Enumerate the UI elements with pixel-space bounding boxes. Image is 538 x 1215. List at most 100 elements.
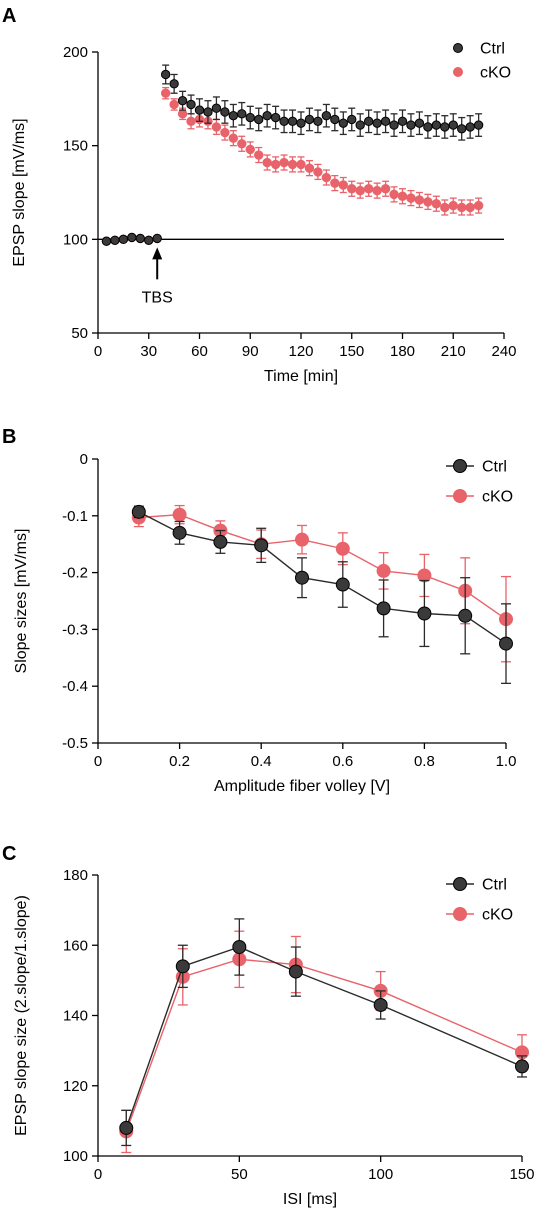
x-tick-label: 180 <box>390 343 415 360</box>
legend-marker <box>453 907 467 921</box>
x-tick-label: 0 <box>94 753 102 770</box>
data-point <box>160 69 171 80</box>
series-line <box>125 958 523 1132</box>
y-tick-label: 120 <box>63 1078 88 1095</box>
series-cko <box>131 504 513 663</box>
y-tick-label: 200 <box>63 44 88 61</box>
data-point <box>228 110 239 121</box>
data-point <box>417 606 432 621</box>
data-point <box>177 109 188 119</box>
data-point <box>321 110 332 121</box>
data-point <box>414 118 425 128</box>
data-point <box>338 118 348 128</box>
y-tick-label: 100 <box>63 231 88 248</box>
y-tick-label: -0.1 <box>62 508 88 525</box>
data-point <box>232 940 247 955</box>
legend-label: Ctrl <box>482 877 507 894</box>
data-point <box>127 232 137 243</box>
data-point <box>515 1059 529 1074</box>
data-point <box>397 191 408 201</box>
data-point <box>373 997 388 1012</box>
y-axis-label: Slope sizes [mV/ms] <box>13 529 30 674</box>
data-point <box>347 184 357 194</box>
data-point <box>330 178 340 188</box>
data-point <box>347 114 357 125</box>
data-point <box>254 538 269 553</box>
data-point <box>372 185 382 196</box>
x-tick-label: 0.6 <box>332 753 353 770</box>
data-point <box>397 116 408 127</box>
data-point <box>186 116 196 127</box>
x-tick-label: 210 <box>441 343 466 360</box>
data-point <box>321 172 332 183</box>
data-point <box>279 157 289 168</box>
y-tick-label: -0.4 <box>62 678 88 695</box>
y-tick-label: -0.2 <box>62 565 88 582</box>
data-point <box>295 570 309 585</box>
tbs-arrow-head <box>152 247 163 260</box>
x-axis-label: Amplitude fiber volley [V] <box>214 778 390 795</box>
data-point <box>101 236 112 246</box>
x-tick-label: 0 <box>94 1166 102 1183</box>
data-point <box>220 127 230 138</box>
legend-label: Ctrl <box>480 41 505 58</box>
y-tick-label: 100 <box>63 1148 88 1165</box>
legend-marker <box>453 67 463 77</box>
data-point <box>194 105 205 115</box>
legend-label: cKO <box>480 65 511 82</box>
y-axis-label: EPSP slope [mV/ms] <box>11 118 28 266</box>
x-tick-label: 240 <box>491 343 516 360</box>
x-tick-label: 120 <box>288 343 313 360</box>
legend-label: Ctrl <box>482 459 507 476</box>
x-tick-label: 0.8 <box>414 753 435 770</box>
y-tick-label: -0.5 <box>62 735 88 752</box>
chart-panel-c: C 0 50 100 150 100 120 140 160 180 ISI [ms] EPSP sl… <box>2 843 535 1208</box>
x-tick-label: 150 <box>509 1166 534 1183</box>
x-tick-label: 0 <box>94 343 102 360</box>
data-point <box>458 608 473 623</box>
data-point <box>169 99 179 110</box>
tbs-annotation: TBS <box>142 289 173 306</box>
data-point <box>457 124 467 134</box>
legend-marker <box>453 489 467 503</box>
data-point <box>296 159 306 170</box>
data-point <box>203 107 213 117</box>
data-point <box>287 159 298 170</box>
legend-marker <box>453 43 463 53</box>
series-line <box>138 513 507 620</box>
series-line <box>125 946 523 1129</box>
data-point <box>313 116 323 127</box>
data-point <box>423 197 433 207</box>
data-point <box>376 563 391 578</box>
data-point <box>304 163 315 173</box>
data-point <box>335 541 350 556</box>
legend-label: cKO <box>482 489 513 506</box>
legend-marker <box>453 877 467 891</box>
data-point <box>363 184 374 194</box>
data-point <box>363 116 374 127</box>
x-tick-label: 0.4 <box>251 753 272 770</box>
data-point <box>144 235 154 245</box>
data-point <box>473 120 484 130</box>
data-point <box>237 109 247 119</box>
data-point <box>448 200 458 211</box>
x-tick-label: 100 <box>368 1166 393 1183</box>
data-point <box>288 964 303 979</box>
data-point <box>245 112 255 123</box>
data-point <box>228 133 239 143</box>
data-point <box>295 532 309 547</box>
data-point <box>372 118 382 128</box>
data-point <box>245 144 255 155</box>
data-point <box>131 504 146 519</box>
data-point <box>110 235 120 245</box>
data-point <box>499 636 513 651</box>
data-point <box>152 233 162 244</box>
y-tick-label: 50 <box>71 325 88 342</box>
data-point <box>279 116 289 127</box>
panel-label: B <box>2 426 16 448</box>
chart-panel-b: B 0 0.2 0.4 0.6 0.8 1.0 0 -0.1 -0.2 -0.3 -0.4 -0.5 Am… <box>2 426 516 795</box>
data-point <box>414 195 425 205</box>
x-tick-label: 60 <box>191 343 208 360</box>
legend-label: cKO <box>482 907 513 924</box>
data-point <box>304 114 315 125</box>
